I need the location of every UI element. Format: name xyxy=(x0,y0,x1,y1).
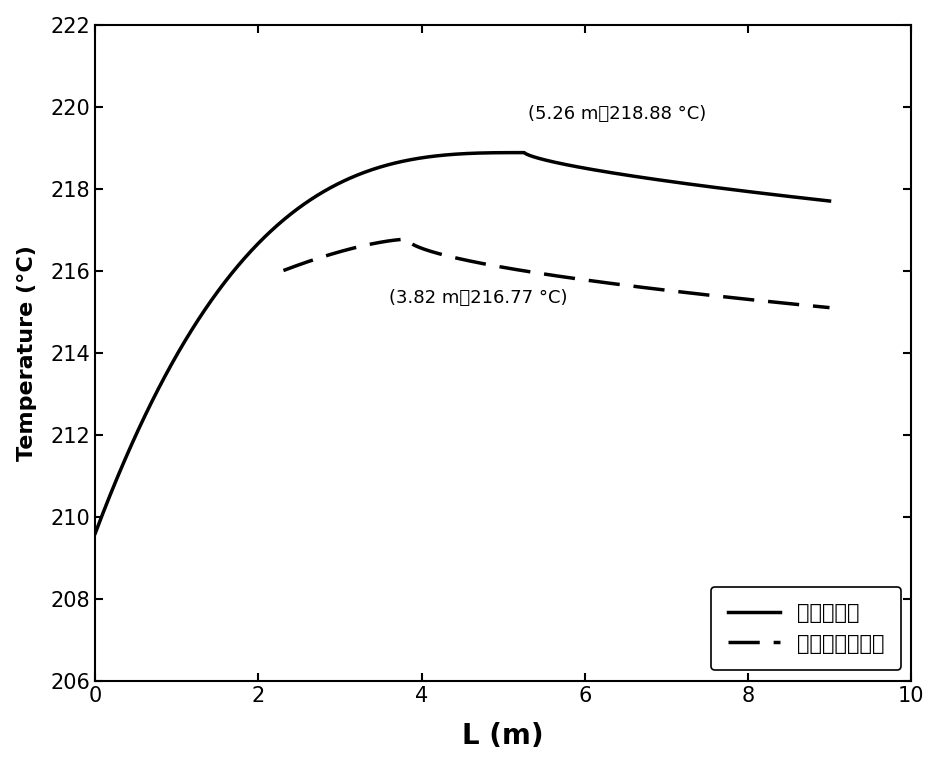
传统反应器 xyxy=(518,148,530,157)
传统反应器 xyxy=(824,196,836,206)
两段冷却反应器 xyxy=(280,265,292,275)
传统反应器 xyxy=(165,362,176,371)
Y-axis label: Temperature (°C): Temperature (°C) xyxy=(17,245,37,461)
两段冷却反应器 xyxy=(532,268,543,278)
Line: 传统反应器: 传统反应器 xyxy=(95,153,830,533)
两段冷却反应器 xyxy=(683,288,694,298)
Text: (5.26 m，218.88 °C): (5.26 m，218.88 °C) xyxy=(528,105,706,123)
两段冷却反应器 xyxy=(824,303,836,312)
Legend: 传统反应器, 两段冷却反应器: 传统反应器, 两段冷却反应器 xyxy=(711,587,901,670)
传统反应器 xyxy=(595,166,606,176)
两段冷却反应器 xyxy=(670,287,681,296)
传统反应器 xyxy=(413,153,424,163)
Text: (3.82 m，216.77 °C): (3.82 m，216.77 °C) xyxy=(389,289,567,307)
传统反应器 xyxy=(387,159,398,168)
两段冷却反应器 xyxy=(401,235,412,244)
X-axis label: L (m): L (m) xyxy=(462,723,544,750)
传统反应器 xyxy=(89,528,101,538)
Line: 两段冷却反应器: 两段冷却反应器 xyxy=(283,239,830,308)
传统反应器 xyxy=(662,176,674,186)
两段冷却反应器 xyxy=(512,265,523,275)
两段冷却反应器 xyxy=(278,266,289,275)
两段冷却反应器 xyxy=(354,242,365,251)
传统反应器 xyxy=(677,179,688,188)
